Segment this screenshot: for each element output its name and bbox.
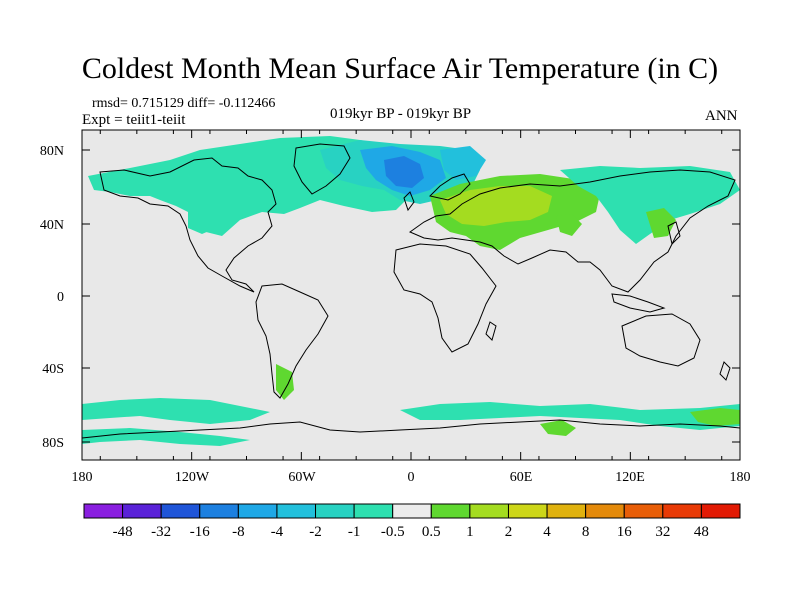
- rmsd-diff-stats: rmsd= 0.715129 diff= -0.112466: [92, 96, 276, 111]
- lat-label-80s: 80S: [42, 436, 64, 451]
- field-barents-blue: [440, 146, 486, 180]
- colorbar-label: 2: [505, 524, 513, 540]
- colorbar-label: 4: [543, 524, 551, 540]
- colorbar-box: [237, 503, 278, 519]
- colorbar-label: -48: [113, 524, 133, 540]
- colorbar-label: -32: [151, 524, 171, 540]
- field-patagonia-green: [276, 364, 294, 400]
- colorbar-label: -0.5: [381, 524, 405, 540]
- colorbar-label: 8: [582, 524, 590, 540]
- colorbar-label: 1: [466, 524, 474, 540]
- colorbar-box: [507, 503, 548, 519]
- coast-africa: [393, 243, 497, 353]
- anomaly-field: [82, 136, 740, 446]
- field-southern-ocean-cyan-2: [400, 402, 740, 430]
- colorbar-label: -8: [232, 524, 245, 540]
- lon-label-180w: 180: [72, 470, 93, 485]
- coast-new-zealand: [719, 361, 731, 381]
- coast-south-america: [255, 283, 329, 399]
- colorbar-label: 32: [655, 524, 670, 540]
- coast-antarctica: [82, 419, 740, 439]
- field-central-asia-green: [556, 214, 582, 236]
- lon-label-60e: 60E: [510, 470, 533, 485]
- field-siberia-cyan: [560, 166, 740, 244]
- field-eurasia-yellowgreen: [440, 186, 552, 226]
- colorbar-box: [469, 503, 509, 519]
- colorbar-box: [700, 503, 741, 519]
- field-norwegian-sea-blue: [384, 156, 424, 188]
- colorbar-box: [623, 503, 664, 519]
- field-southern-ocean-cyan: [82, 398, 270, 424]
- colorbar-box: [662, 503, 702, 519]
- colorbar-box: [199, 503, 239, 519]
- coast-europe-asia: [408, 169, 736, 293]
- coast-scandinavia: [429, 173, 471, 201]
- experiment-label: Expt = teiit1-teiit: [82, 112, 186, 128]
- field-antarctic-green: [690, 408, 740, 426]
- season-label: ANN: [705, 108, 738, 124]
- coast-north-america: [99, 157, 277, 293]
- coast-madagascar: [485, 321, 497, 341]
- lat-label-0: 0: [57, 290, 64, 305]
- coastlines: [82, 143, 740, 439]
- colorbar-label: 48: [694, 524, 709, 540]
- colorbar-label: 16: [617, 524, 633, 540]
- lon-label-120e: 120E: [615, 470, 645, 485]
- period-label: 019kyr BP - 019kyr BP: [330, 106, 472, 122]
- colorbar-box: [546, 503, 587, 519]
- colorbar-box: [276, 503, 317, 519]
- lon-label-180e: 180: [730, 470, 751, 485]
- colorbar-box: [315, 503, 355, 519]
- lat-label-80n: 80N: [40, 144, 64, 159]
- map-ticks: [81, 130, 741, 460]
- chart-title: Coldest Month Mean Surface Air Temperatu…: [81, 52, 719, 85]
- lon-label-120w: 120W: [175, 470, 210, 485]
- colorbar-box: [160, 503, 201, 519]
- colorbar-box: [353, 503, 394, 519]
- colorbar-label: -4: [271, 524, 284, 540]
- colorbar-box: [430, 503, 471, 519]
- colorbar-boxes: [83, 503, 741, 519]
- colorbar-label: -16: [190, 524, 210, 540]
- field-atlantic-cyan: [188, 210, 216, 234]
- colorbar-label: -2: [309, 524, 322, 540]
- colorbar-labels: -48 -32 -16 -8 -4 -2 -1 -0.5 0.5 1 2 4 8 16 32 48: [113, 524, 709, 540]
- coast-japan: [667, 221, 681, 245]
- colorbar-box: [122, 503, 162, 519]
- lon-label-0: 0: [408, 470, 415, 485]
- lat-label-40n: 40N: [40, 218, 64, 233]
- colorbar-label: -1: [348, 524, 361, 540]
- coast-australia: [621, 313, 701, 367]
- colorbar-label: 0.5: [422, 524, 441, 540]
- colorbar-box: [83, 503, 124, 519]
- coast-greenland: [293, 143, 351, 195]
- lat-label-40s: 40S: [42, 362, 64, 377]
- lon-label-60w: 60W: [288, 470, 316, 485]
- coast-uk: [403, 191, 415, 212]
- field-antarctic-cyan: [82, 428, 250, 446]
- field-antarctic-green-2: [540, 420, 576, 436]
- coast-indonesia: [611, 293, 666, 313]
- colorbar-box: [585, 503, 625, 519]
- colorbar-box: [392, 503, 432, 519]
